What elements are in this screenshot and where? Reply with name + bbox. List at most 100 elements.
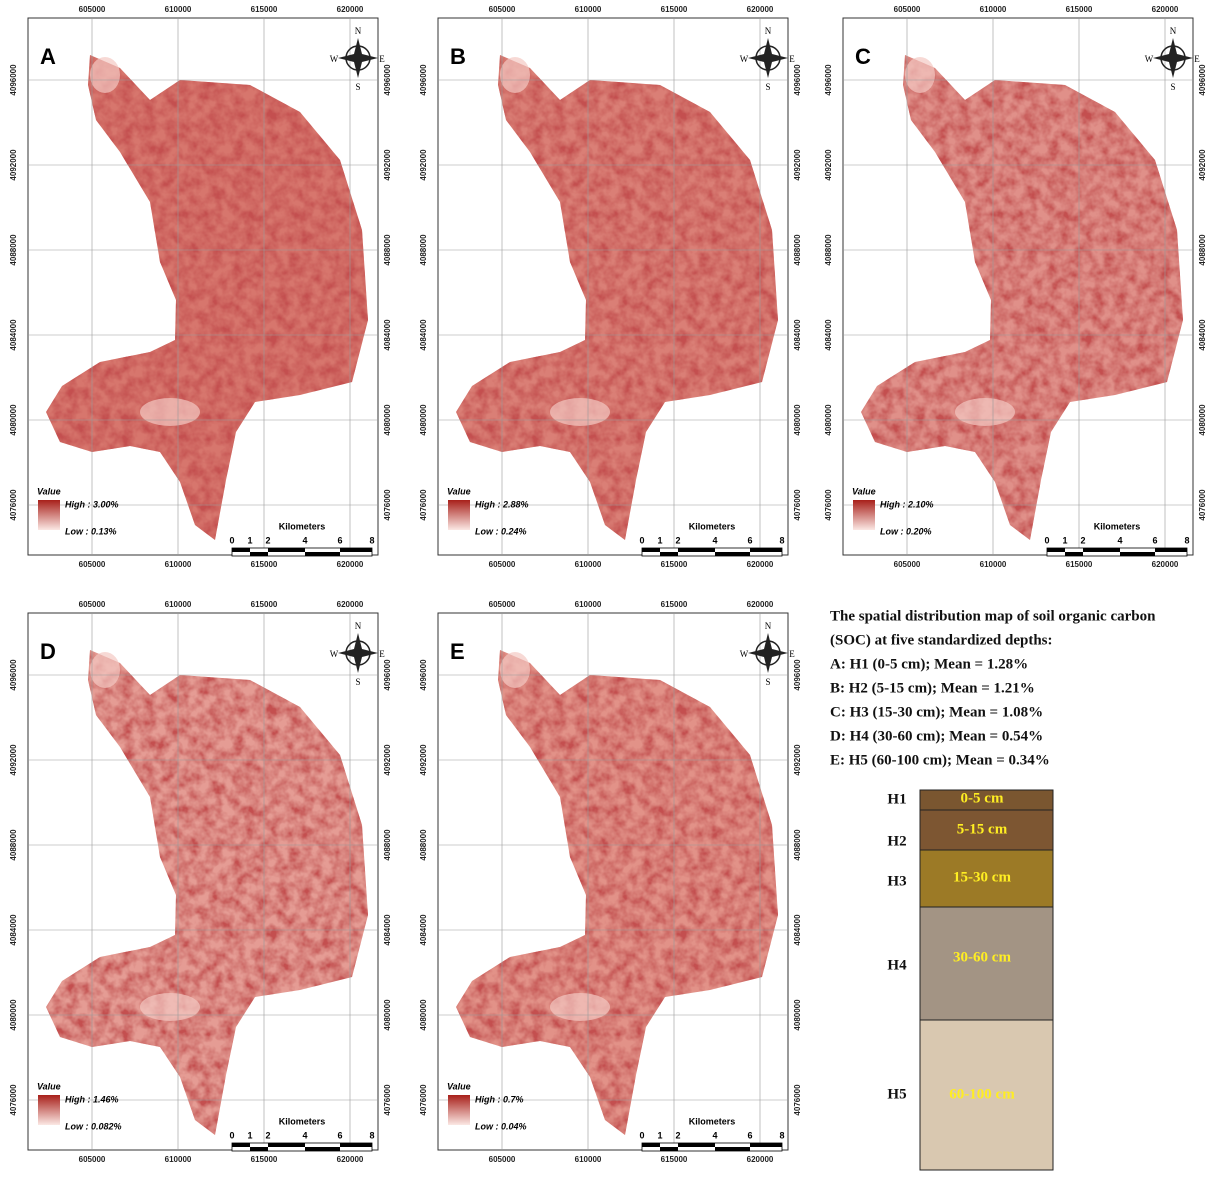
scale-label: 2 [675, 1130, 680, 1140]
x-tick-label: 610000 [575, 1155, 602, 1164]
scale-label: 1 [247, 1130, 252, 1140]
light-patch [500, 57, 530, 93]
y-tick-label: 4092000 [793, 744, 802, 776]
y-tick-label: 4096000 [419, 64, 428, 96]
legend-title: Value [447, 486, 471, 496]
compass-label: W [330, 649, 339, 659]
compass-label: W [330, 54, 339, 64]
y-tick-label: 4084000 [824, 319, 833, 351]
scale-label: 4 [1117, 535, 1122, 545]
y-tick-label: 4084000 [1198, 319, 1207, 351]
y-tick-label: 4092000 [383, 744, 392, 776]
y-tick-label: 4096000 [9, 659, 18, 691]
scale-seg [1155, 548, 1187, 552]
legend-low: Low : 0.24% [475, 526, 527, 536]
scale-label: 6 [337, 535, 342, 545]
legend-low: Low : 0.13% [65, 526, 117, 536]
compass-label: W [740, 54, 749, 64]
y-tick-label: 4080000 [824, 404, 833, 436]
map-panel: 6050006050006100006100006150006150006200… [419, 5, 802, 569]
compass-label: N [355, 621, 362, 631]
y-tick-label: 4092000 [1198, 149, 1207, 181]
scale-seg [750, 548, 782, 552]
scale-label: 6 [337, 1130, 342, 1140]
scale-label: 8 [1184, 535, 1189, 545]
scale-label: 1 [1062, 535, 1067, 545]
legend-ramp [448, 500, 470, 530]
panel-letter: A [40, 44, 56, 69]
x-tick-label: 610000 [575, 600, 602, 609]
legend-ramp [38, 500, 60, 530]
depth-label: 60-100 cm [949, 1086, 1015, 1102]
scale-seg [268, 1143, 305, 1147]
compass-label: E [1194, 54, 1200, 64]
compass-label: N [1170, 26, 1177, 36]
x-tick-label: 620000 [337, 5, 364, 14]
y-tick-label: 4080000 [1198, 404, 1207, 436]
scale-label: 8 [779, 535, 784, 545]
scale-seg [642, 548, 660, 552]
scale-seg [678, 1143, 715, 1147]
scale-seg [715, 1147, 750, 1151]
y-tick-label: 4088000 [419, 829, 428, 861]
scale-label: 6 [747, 535, 752, 545]
scale-title: Kilometers [1094, 521, 1141, 531]
light-patch [90, 57, 120, 93]
y-tick-label: 4084000 [9, 914, 18, 946]
compass-label: E [789, 649, 795, 659]
caption-line: C: H3 (15-30 cm); Mean = 1.08% [830, 704, 1043, 720]
y-tick-label: 4092000 [419, 744, 428, 776]
y-tick-label: 4096000 [383, 64, 392, 96]
x-tick-label: 620000 [337, 560, 364, 569]
scale-seg [750, 1143, 782, 1147]
scale-title: Kilometers [689, 1116, 736, 1126]
x-tick-label: 610000 [165, 560, 192, 569]
x-tick-label: 620000 [1152, 560, 1179, 569]
caption-line: (SOC) at five standardized depths: [830, 632, 1053, 648]
scale-label: 0 [1044, 535, 1049, 545]
compass-label: E [379, 54, 385, 64]
scale-seg [232, 1143, 250, 1147]
scale-seg [660, 1147, 678, 1151]
compass-label: W [740, 649, 749, 659]
compass-label: N [765, 26, 772, 36]
scale-title: Kilometers [279, 521, 326, 531]
scale-label: 1 [247, 535, 252, 545]
scale-seg [678, 548, 715, 552]
x-tick-label: 620000 [337, 600, 364, 609]
legend-high: High : 0.7% [475, 1094, 524, 1104]
legend-high: High : 2.10% [880, 499, 934, 509]
legend-ramp [448, 1095, 470, 1125]
legend-high: High : 1.46% [65, 1094, 119, 1104]
y-tick-label: 4084000 [419, 319, 428, 351]
scale-label: 2 [265, 1130, 270, 1140]
y-tick-label: 4080000 [9, 999, 18, 1031]
scale-label: 0 [229, 535, 234, 545]
y-tick-label: 4080000 [383, 999, 392, 1031]
x-tick-label: 620000 [337, 1155, 364, 1164]
y-tick-label: 4084000 [793, 319, 802, 351]
map-panel: 6050006050006100006100006150006150006200… [419, 600, 802, 1164]
x-tick-label: 615000 [251, 560, 278, 569]
scale-label: 0 [639, 1130, 644, 1140]
y-tick-label: 4092000 [9, 149, 18, 181]
x-tick-label: 620000 [747, 5, 774, 14]
x-tick-label: 605000 [894, 5, 921, 14]
x-tick-label: 605000 [79, 5, 106, 14]
scale-label: 1 [657, 535, 662, 545]
y-tick-label: 4076000 [383, 489, 392, 521]
scale-label: 1 [657, 1130, 662, 1140]
y-tick-label: 4076000 [419, 1084, 428, 1116]
compass-label: S [765, 82, 770, 92]
x-tick-label: 610000 [165, 1155, 192, 1164]
x-tick-label: 610000 [165, 600, 192, 609]
y-tick-label: 4084000 [793, 914, 802, 946]
y-tick-label: 4080000 [419, 999, 428, 1031]
scale-seg [642, 1143, 660, 1147]
y-tick-label: 4092000 [793, 149, 802, 181]
y-tick-label: 4096000 [419, 659, 428, 691]
light-patch [550, 993, 610, 1021]
legend-title: Value [37, 1081, 61, 1091]
y-tick-label: 4092000 [383, 149, 392, 181]
y-tick-label: 4076000 [824, 489, 833, 521]
